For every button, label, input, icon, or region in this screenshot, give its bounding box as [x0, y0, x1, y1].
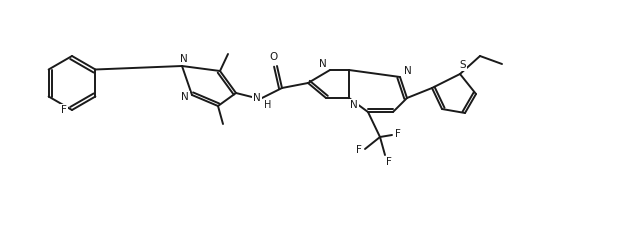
Text: N: N [350, 100, 358, 110]
Text: N: N [319, 59, 327, 69]
Text: F: F [61, 105, 67, 115]
Text: H: H [264, 100, 271, 110]
Text: N: N [181, 92, 189, 102]
Text: O: O [270, 52, 278, 62]
Text: N: N [180, 54, 188, 64]
Text: F: F [356, 145, 362, 155]
Text: S: S [460, 60, 466, 70]
Text: F: F [395, 129, 401, 139]
Text: N: N [404, 66, 412, 76]
Text: N: N [253, 93, 261, 103]
Text: F: F [386, 157, 392, 167]
